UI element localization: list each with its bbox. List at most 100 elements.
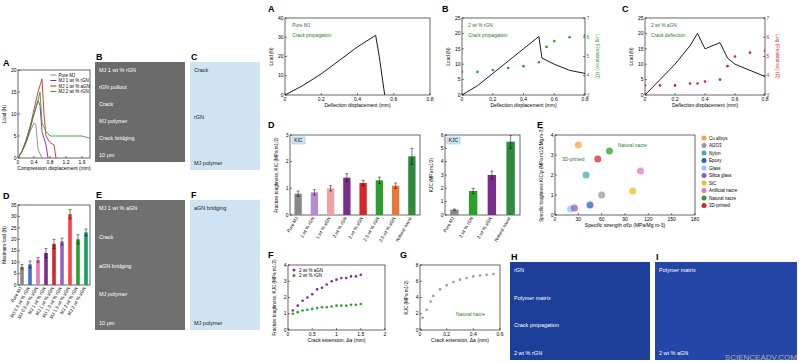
error-cap: [45, 257, 48, 258]
bar: [392, 186, 399, 215]
panel-label: F: [191, 190, 197, 200]
chart-title: KJC: [449, 137, 459, 143]
panel-label: D: [3, 191, 10, 201]
plot-frame: [445, 135, 520, 215]
image-placeholder: [190, 62, 260, 170]
error-cap: [378, 177, 381, 178]
y-tick: [290, 161, 292, 162]
point: [429, 300, 432, 303]
y-tick: [285, 18, 287, 19]
y-tick-label: 1: [286, 185, 289, 191]
error-bar: [329, 186, 332, 191]
y-tick-label: 0: [286, 212, 289, 218]
annotation: Crack propagation: [292, 33, 332, 38]
x-tick: [671, 213, 672, 215]
y-axis-label: Load (N): [446, 47, 451, 65]
bar: [52, 244, 56, 285]
data-layer: [20, 210, 88, 285]
x-tick: [765, 93, 766, 95]
point: [340, 304, 343, 307]
image-panel: IPolymer matrix2 wt % aGN: [655, 252, 797, 360]
error-line: [30, 261, 31, 268]
point: [479, 274, 482, 277]
bar: [450, 210, 458, 215]
y-tick: [645, 18, 647, 19]
y-tick-label: 1: [284, 310, 287, 316]
legend-label: Epoxy: [709, 158, 722, 163]
series-line: [462, 36, 585, 95]
y-tick: [285, 37, 287, 38]
legend: Pure MJMJ 1 wt % rGNMJ 1 wt % aGNMJ 2 wt…: [50, 73, 89, 95]
point: [340, 277, 343, 280]
legend-label: MJ 1 wt % aGN: [58, 84, 89, 89]
point: [568, 36, 571, 39]
point: [545, 46, 548, 49]
x-tick: [500, 328, 501, 330]
category-label: Natural nacre: [493, 216, 511, 243]
y-tick-label: 30: [11, 213, 17, 219]
y-tick-label: 4: [551, 132, 554, 138]
error-cap: [453, 210, 456, 211]
category-label: 2.5 wt % aGN: [378, 216, 397, 243]
error-cap: [69, 218, 72, 219]
y-axis-label: Load (N): [629, 47, 634, 65]
y2-tick-label: 4: [767, 72, 770, 78]
x-tick: [385, 328, 386, 330]
panel-label: A: [268, 4, 275, 14]
y-tick: [18, 262, 20, 263]
x-tick: [312, 328, 313, 330]
bar: [60, 242, 64, 285]
y-tick: [285, 75, 287, 76]
y-tick: [462, 33, 464, 34]
y-tick: [555, 195, 557, 196]
point: [452, 281, 455, 284]
y-tick: [645, 79, 647, 80]
panel-label: E: [537, 120, 543, 130]
plot-frame: [290, 135, 420, 215]
point: [345, 277, 348, 280]
data-layer: [285, 35, 385, 95]
image-label: 2 wt % rGN: [514, 350, 542, 356]
point: [462, 71, 463, 74]
chart-panel: 051015202534567Log (Resistance) (Ω)00.20…: [622, 4, 780, 108]
y2-tick: [583, 37, 585, 38]
point: [445, 284, 448, 287]
y-tick-label: 15: [638, 46, 644, 52]
error-cap: [410, 148, 413, 149]
legend-swatch: [702, 188, 707, 193]
point: [316, 288, 319, 291]
error-line: [62, 238, 63, 245]
y-tick: [462, 18, 464, 19]
y-tick-label: 1: [441, 198, 444, 204]
legend-label: Al2O3: [709, 143, 722, 148]
point: [485, 273, 488, 276]
y-tick-label: 20: [638, 30, 644, 36]
error-cap: [37, 262, 40, 263]
annotation: 3D-printed: [562, 157, 585, 162]
y-tick: [290, 215, 292, 216]
y2-axis-label: Log (Resistance) (Ω): [775, 34, 780, 79]
legend-label: MJ 2 wt % rGN: [58, 89, 88, 94]
error-cap: [53, 239, 56, 240]
x-tick: [554, 93, 555, 95]
point: [296, 304, 299, 307]
plot-frame: [420, 265, 500, 330]
legend-swatch: [702, 158, 707, 163]
x-tick-label: 180: [691, 216, 700, 222]
legend-swatch: [702, 203, 707, 208]
point: [321, 306, 324, 309]
y-tick-label: 5: [641, 76, 644, 82]
y2-tick-label: 7: [767, 15, 770, 21]
error-bar: [45, 248, 48, 257]
x-tick: [34, 156, 35, 158]
image-placeholder: [190, 200, 260, 330]
panel-label: H: [511, 252, 518, 262]
error-cap: [490, 171, 493, 172]
point: [629, 188, 636, 195]
image-label: MJ polymer: [194, 320, 223, 326]
x-tick-label: 0.6: [497, 331, 504, 337]
bar: [84, 232, 88, 285]
x-tick: [523, 93, 524, 95]
category-label: Natural nacre: [395, 216, 413, 243]
annotation: Crack deflection: [651, 33, 686, 38]
